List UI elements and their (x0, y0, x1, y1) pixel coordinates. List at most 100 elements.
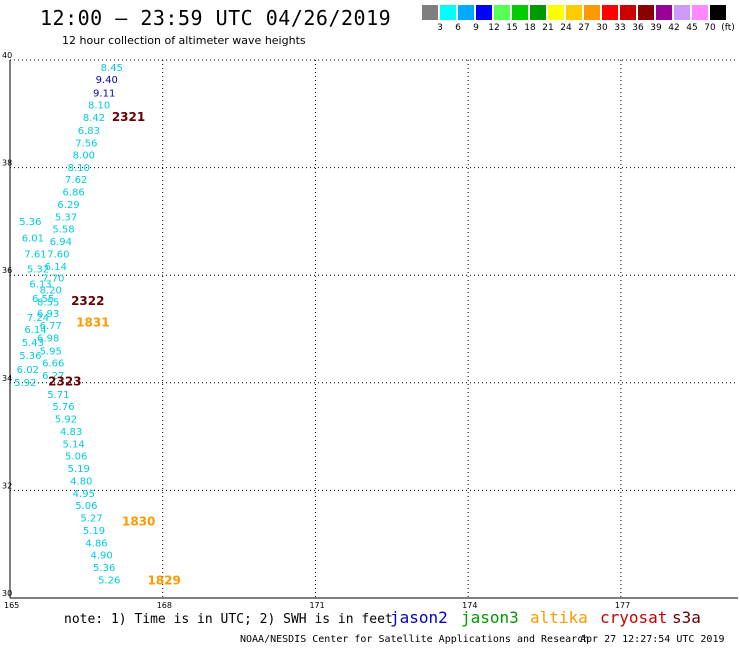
wave-height-label: 6.94 (50, 237, 72, 248)
lat-tick-label: 34 (2, 374, 12, 383)
wave-height-label: 6.98 (37, 333, 59, 344)
wave-height-label: 8.10 (68, 163, 90, 174)
wave-height-label: 8.55 (37, 297, 59, 308)
legend-label: 12 (488, 23, 500, 33)
legend-swatch (638, 5, 655, 20)
lon-tick-label: 168 (157, 601, 172, 610)
legend-label: 21 (542, 23, 554, 33)
wave-height-label: 8.00 (73, 150, 95, 161)
legend-label: 27 (578, 23, 590, 33)
wave-height-label: 4.86 (85, 538, 107, 549)
wave-height-label: 6.02 (17, 365, 39, 376)
satellite-label-jason2: jason2 (390, 608, 448, 627)
legend-label: 30 (596, 23, 608, 33)
lon-tick-label: 165 (4, 601, 19, 610)
legend-label: 42 (668, 23, 680, 33)
wave-height-label: 8.10 (88, 100, 110, 111)
wave-height-label: 6.14 (45, 262, 67, 273)
wave-height-label: 6.83 (78, 126, 100, 137)
wave-height-label: 6.55 (32, 294, 54, 305)
wave-height-label: 5.32 (27, 265, 49, 276)
credit-text: NOAA/NESDIS Center for Satellite Applica… (240, 634, 590, 645)
legend-label: 39 (650, 23, 662, 33)
legend-label: 45 (686, 23, 698, 33)
wave-height-label: 5.19 (83, 526, 105, 537)
wave-height-label: 6.14 (24, 325, 46, 336)
satellite-label-cryosat: cryosat (600, 608, 668, 627)
page-title: 12:00 — 23:59 UTC 04/26/2019 (40, 6, 392, 30)
page-subtitle: 12 hour collection of altimeter wave hei… (62, 34, 306, 47)
wave-height-label: 5.76 (52, 402, 74, 413)
legend-swatch (602, 5, 619, 20)
legend-swatch (674, 5, 691, 20)
legend-swatch (566, 5, 583, 20)
wave-height-label: 6.93 (37, 309, 59, 320)
lat-tick-label: 40 (2, 51, 12, 60)
lat-tick-label: 38 (2, 159, 12, 168)
pass-time-label: 1830 (122, 514, 155, 528)
legend-label: (ft) (721, 23, 735, 33)
satellite-label-altika: altika (530, 608, 588, 627)
lat-tick-label: 36 (2, 266, 12, 275)
wave-height-label: 5.14 (63, 439, 85, 450)
generated-timestamp: Apr 27 12:27:54 UTC 2019 (580, 634, 725, 645)
pass-time-label: 1829 (147, 574, 180, 588)
wave-height-label: 9.40 (96, 75, 118, 86)
wave-height-label: 5.36 (93, 563, 115, 574)
wave-height-label: 5.92 (55, 415, 77, 426)
legend-label: 36 (632, 23, 644, 33)
wave-height-label: 4.83 (60, 427, 82, 438)
wave-height-label: 6.77 (40, 321, 62, 332)
wave-height-label: 6.86 (63, 188, 85, 199)
wave-height-label: 5.37 (55, 212, 77, 223)
legend-label: 33 (614, 23, 626, 33)
wave-height-label: 4.95 (73, 489, 95, 500)
wave-height-label: 7.24 (27, 313, 49, 324)
legend-label: 9 (473, 23, 479, 33)
wave-height-label: 8.42 (83, 113, 105, 124)
legend-label: 15 (506, 23, 518, 33)
lon-tick-label: 171 (309, 601, 324, 610)
legend-swatch (620, 5, 637, 20)
legend-swatch (692, 5, 709, 20)
units-note: note: 1) Time is in UTC; 2) SWH is in fe… (64, 612, 393, 627)
lon-tick-label: 174 (462, 601, 477, 610)
pass-time-label: 2322 (71, 294, 104, 308)
lon-tick-label: 177 (615, 601, 630, 610)
wave-height-label: 6.01 (22, 233, 44, 244)
legend-swatch (458, 5, 475, 20)
legend-swatch (494, 5, 511, 20)
wave-height-label: 5.71 (47, 390, 69, 401)
legend-swatch (512, 5, 529, 20)
pass-time-label: 1831 (76, 315, 109, 329)
wave-height-label: 5.19 (68, 464, 90, 475)
wave-height-label: 7.70 (42, 274, 64, 285)
wave-height-label: 5.06 (75, 501, 97, 512)
legend-swatch (710, 5, 727, 20)
wave-height-label: 5.58 (52, 225, 74, 236)
wave-height-label: 7.60 (47, 249, 69, 260)
wave-height-label: 7.56 (75, 139, 97, 150)
pass-time-label: 2323 (48, 374, 81, 388)
legend-swatch (422, 5, 439, 20)
wave-height-label: 5.36 (19, 217, 41, 228)
pass-time-label: 2321 (112, 110, 145, 124)
legend-label: 70 (704, 23, 716, 33)
legend-label: 24 (560, 23, 572, 33)
wave-height-label: 6.27 (42, 371, 64, 382)
wave-height-label: 5.95 (40, 346, 62, 357)
lat-tick-label: 32 (2, 481, 12, 490)
legend-swatch (584, 5, 601, 20)
wave-height-label: 7.61 (24, 249, 46, 260)
satellite-label-jason3: jason3 (461, 608, 519, 627)
legend-swatch (440, 5, 457, 20)
legend-swatch (548, 5, 565, 20)
lat-tick-label: 30 (2, 589, 12, 598)
legend-swatch (476, 5, 493, 20)
wave-height-label: 6.29 (57, 200, 79, 211)
legend-label: 18 (524, 23, 536, 33)
wave-height-label: 5.27 (80, 514, 102, 525)
wave-height-label: 5.43 (22, 338, 44, 349)
